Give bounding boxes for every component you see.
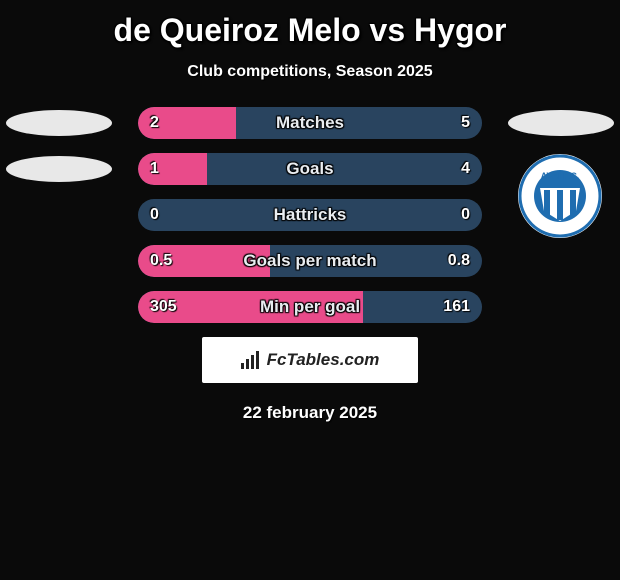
- comparison-date: 22 february 2025: [0, 403, 620, 423]
- stat-row: Matches2 5: [0, 107, 620, 139]
- comparison-chart: Matches2 5 AVAÍ F.C. Goals1 4 Hattricks0 0 Goal…: [0, 107, 620, 323]
- watermark-badge: FcTables.com: [202, 337, 418, 383]
- comparison-subtitle: Club competitions, Season 2025: [0, 63, 620, 81]
- stat-value-right: 161: [443, 291, 470, 323]
- stat-label: Goals: [138, 153, 482, 185]
- stat-row: Hattricks0 0: [0, 199, 620, 231]
- stat-bar-track: Hattricks0 0: [138, 199, 482, 231]
- svg-text:AVAÍ F.C.: AVAÍ F.C.: [541, 171, 580, 181]
- bars-icon: [241, 351, 261, 369]
- stat-row: Min per goal305 161: [0, 291, 620, 323]
- stat-value-left: 1: [150, 153, 159, 185]
- stat-bar-track: Matches2 5: [138, 107, 482, 139]
- stat-row: AVAÍ F.C. Goals1 4: [0, 153, 620, 185]
- stat-row: Goals per match0.5 0.8: [0, 245, 620, 277]
- stat-label: Min per goal: [138, 291, 482, 323]
- stat-label: Hattricks: [138, 199, 482, 231]
- player-avatar-left: [6, 110, 112, 136]
- stat-value-left: 2: [150, 107, 159, 139]
- player-avatar-right: [508, 110, 614, 136]
- stat-value-left: 305: [150, 291, 177, 323]
- stat-bar-track: Goals1 4: [138, 153, 482, 185]
- comparison-title: de Queiroz Melo vs Hygor: [0, 0, 620, 49]
- stat-value-left: 0.5: [150, 245, 172, 277]
- stat-value-right: 5: [461, 107, 470, 139]
- watermark-text: FcTables.com: [267, 350, 380, 370]
- player-avatar-left: [6, 156, 112, 182]
- stat-value-right: 4: [461, 153, 470, 185]
- stat-label: Matches: [138, 107, 482, 139]
- stat-value-left: 0: [150, 199, 159, 231]
- stat-bar-track: Goals per match0.5 0.8: [138, 245, 482, 277]
- stat-label: Goals per match: [138, 245, 482, 277]
- stat-value-right: 0.8: [448, 245, 470, 277]
- stat-value-right: 0: [461, 199, 470, 231]
- stat-bar-track: Min per goal305 161: [138, 291, 482, 323]
